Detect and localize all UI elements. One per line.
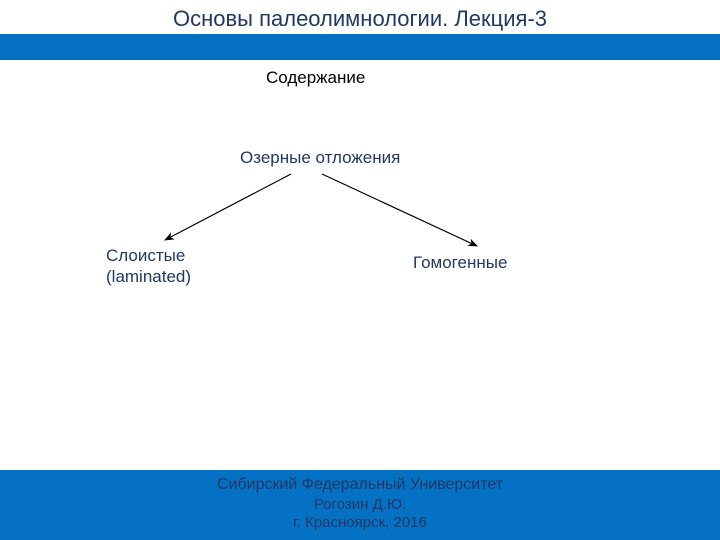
tree-leaf-left-line1: Слоистые xyxy=(106,246,185,265)
tree-leaf-left-line2: (laminated) xyxy=(106,267,191,286)
footer-author: Рогозин Д.Ю. xyxy=(0,496,720,513)
footer-band: Сибирский Федеральный Университет Рогози… xyxy=(0,470,720,540)
tree-edge-right xyxy=(322,174,477,246)
tree-leaf-left: Слоистые (laminated) xyxy=(106,245,191,288)
tree-leaf-right: Гомогенные xyxy=(413,253,507,273)
header-band xyxy=(0,34,720,60)
footer-city-year: г. Красноярск, 2016 xyxy=(0,514,720,531)
tree-root-node: Озерные отложения xyxy=(240,148,400,168)
slide-title: Основы палеолимнологии. Лекция-3 xyxy=(0,6,720,32)
tree-edge-left xyxy=(165,174,291,240)
footer-university: Сибирский Федеральный Университет xyxy=(0,476,720,494)
toc-heading: Содержание xyxy=(266,68,365,88)
